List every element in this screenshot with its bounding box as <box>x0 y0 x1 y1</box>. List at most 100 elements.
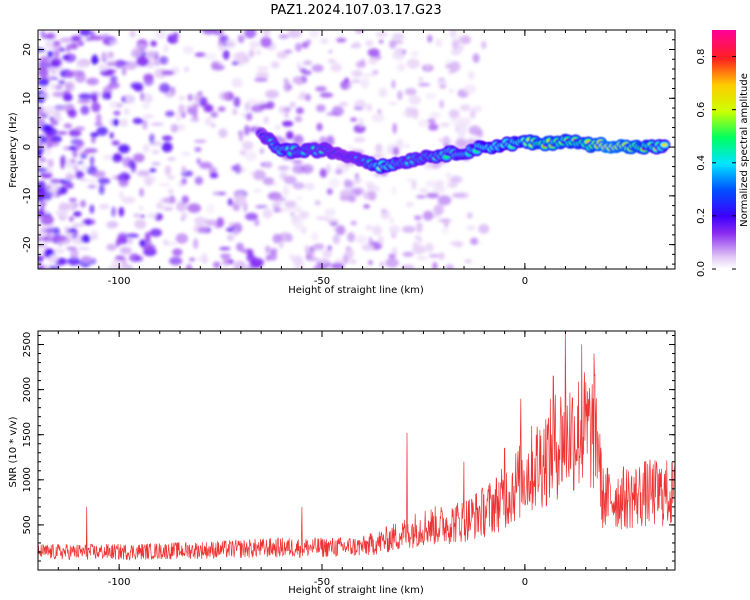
noise-blob <box>67 257 81 266</box>
noise-blob <box>112 154 123 163</box>
noise-blob <box>470 237 479 245</box>
noise-blob <box>456 123 462 128</box>
noise-blob <box>281 120 294 127</box>
noise-blob <box>78 93 93 100</box>
noise-blob <box>189 257 196 262</box>
noise-blob <box>404 88 417 96</box>
noise-blob <box>62 93 73 102</box>
noise-blob <box>122 256 127 267</box>
noise-blob <box>374 173 380 177</box>
noise-blob <box>38 230 48 238</box>
y-tick-label: 500 <box>22 515 33 534</box>
noise-blob <box>404 144 410 148</box>
noise-blob <box>350 220 357 226</box>
noise-blob <box>322 249 333 258</box>
colorbar-label: Normalized spectral amplitude <box>739 73 750 227</box>
noise-blob <box>371 113 385 123</box>
noise-blob <box>38 255 44 262</box>
noise-blob <box>416 256 428 260</box>
noise-blob <box>296 196 303 200</box>
noise-blob <box>76 160 85 165</box>
noise-blob <box>449 30 457 39</box>
y-tick-label: 0 <box>22 144 33 150</box>
noise-blob <box>39 206 45 216</box>
noise-blob <box>365 224 373 231</box>
noise-blob <box>133 213 140 218</box>
noise-blob <box>140 214 145 218</box>
noise-blob <box>276 200 283 205</box>
noise-blob <box>242 140 254 151</box>
noise-blob <box>73 165 79 172</box>
noise-blob <box>448 89 454 93</box>
noise-blob <box>176 201 187 212</box>
noise-blob <box>255 205 268 209</box>
noise-blob <box>204 219 219 226</box>
noise-blob <box>187 93 193 102</box>
noise-blob <box>163 44 169 53</box>
noise-blob <box>389 39 397 49</box>
noise-blob <box>169 256 183 266</box>
noise-blob <box>219 247 231 251</box>
noise-blob <box>182 45 194 55</box>
noise-blob <box>305 93 311 102</box>
noise-blob <box>203 52 217 61</box>
noise-blob <box>439 139 453 143</box>
noise-blob <box>43 209 50 215</box>
noise-blob <box>91 170 106 178</box>
noise-blob <box>313 243 325 249</box>
noise-blob <box>326 112 340 116</box>
noise-blob <box>91 136 96 144</box>
noise-blob <box>314 200 321 206</box>
noise-blob <box>319 257 330 264</box>
noise-blob <box>368 190 377 201</box>
noise-blob <box>250 257 264 268</box>
noise-blob <box>315 86 327 92</box>
noise-blob <box>344 77 350 84</box>
noise-blob <box>424 64 431 70</box>
noise-blob <box>126 233 139 238</box>
noise-blob <box>149 228 162 237</box>
snr-ylabel: SNR (10 * v/v) <box>8 416 19 487</box>
noise-blob <box>262 30 271 38</box>
noise-blob <box>361 243 374 252</box>
noise-blob <box>294 206 302 213</box>
noise-blob <box>299 91 307 101</box>
y-tick-label: -20 <box>22 236 33 252</box>
noise-blob <box>320 38 329 44</box>
noise-blob <box>70 248 79 260</box>
noise-blob <box>245 265 252 269</box>
noise-blob <box>302 70 312 76</box>
noise-blob <box>113 110 121 116</box>
noise-blob <box>414 235 422 241</box>
noise-blob <box>38 78 50 87</box>
noise-blob <box>283 78 289 83</box>
noise-blob <box>74 144 82 151</box>
noise-blob <box>265 245 271 254</box>
snr-ticks: -100 -50 0 500 1000 1500 2000 2500 <box>22 331 675 588</box>
noise-blob <box>193 139 207 143</box>
noise-blob <box>199 96 208 107</box>
noise-blob <box>68 198 78 202</box>
noise-blob <box>388 101 398 106</box>
noise-blob <box>369 186 382 193</box>
noise-blob <box>62 103 75 111</box>
noise-blob <box>475 130 483 138</box>
noise-blob <box>119 190 124 200</box>
noise-blob <box>216 217 225 228</box>
noise-blob <box>278 106 286 114</box>
noise-blob <box>254 77 268 82</box>
noise-blob <box>194 176 204 185</box>
noise-blob <box>90 56 100 65</box>
noise-blob <box>54 111 61 118</box>
noise-blob <box>235 242 244 252</box>
spectrogram-signal-ridge <box>255 127 671 174</box>
noise-blob <box>38 47 46 53</box>
noise-blob <box>90 132 99 138</box>
noise-blob <box>86 77 99 86</box>
noise-blob <box>47 158 54 168</box>
noise-blob <box>325 163 331 174</box>
noise-blob <box>283 81 291 93</box>
noise-blob <box>272 233 282 244</box>
noise-blob <box>238 131 244 142</box>
noise-blob <box>125 93 136 105</box>
